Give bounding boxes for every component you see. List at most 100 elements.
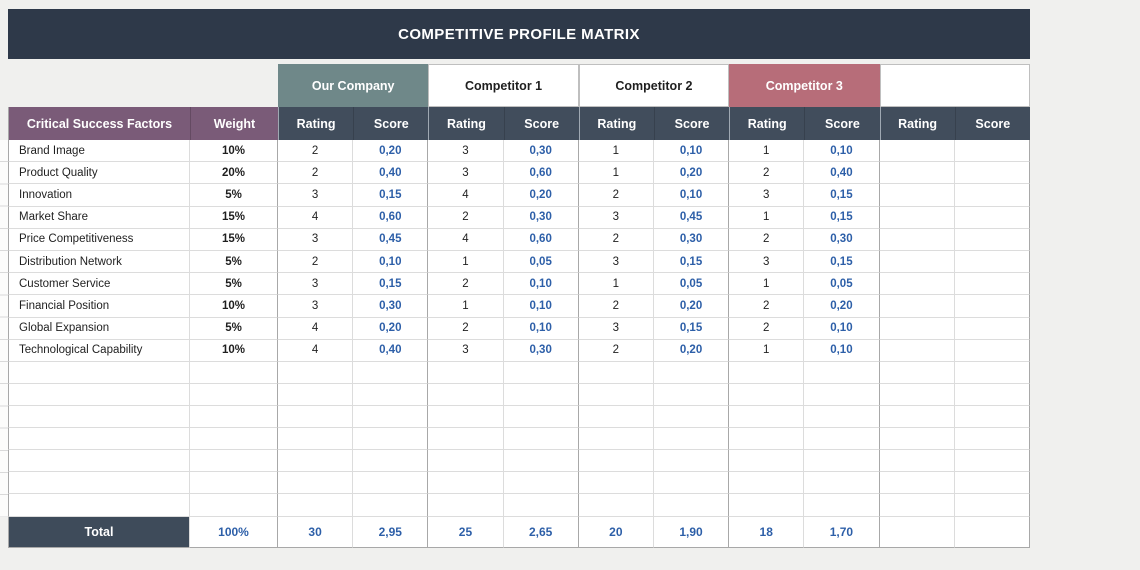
empty-cell[interactable] xyxy=(353,406,429,429)
rating-cell[interactable] xyxy=(879,228,955,251)
factor-cell[interactable]: Financial Position xyxy=(8,295,190,318)
empty-cell[interactable] xyxy=(653,494,730,517)
score-header-cell[interactable]: Score xyxy=(954,107,1030,140)
total-score-cell[interactable]: 1,90 xyxy=(653,516,730,549)
rating-cell[interactable]: 3 xyxy=(578,317,654,340)
rating-cell[interactable]: 2 xyxy=(729,317,805,340)
weight-cell[interactable]: 10% xyxy=(190,339,278,362)
score-cell[interactable]: 0,30 xyxy=(503,339,579,362)
rating-cell[interactable]: 3 xyxy=(729,250,805,274)
empty-cell[interactable] xyxy=(190,494,278,517)
group-header-competitor-3[interactable]: Competitor 3 xyxy=(729,64,880,107)
rating-cell[interactable] xyxy=(879,317,955,340)
weight-cell[interactable]: 5% xyxy=(190,184,278,207)
empty-cell[interactable] xyxy=(653,450,730,473)
empty-cell[interactable] xyxy=(879,428,955,451)
rating-cell[interactable]: 3 xyxy=(578,206,654,229)
score-cell[interactable]: 0,10 xyxy=(653,184,730,207)
empty-cell[interactable] xyxy=(578,472,654,495)
empty-cell[interactable] xyxy=(954,361,1030,384)
rating-header-cell[interactable]: Rating xyxy=(729,107,805,140)
weight-cell[interactable]: 5% xyxy=(190,250,278,274)
score-cell[interactable]: 0,30 xyxy=(503,140,579,163)
empty-cell[interactable] xyxy=(653,428,730,451)
rating-cell[interactable]: 2 xyxy=(428,273,504,296)
empty-cell[interactable] xyxy=(578,450,654,473)
empty-cell[interactable] xyxy=(353,361,429,384)
rating-cell[interactable]: 3 xyxy=(278,273,354,296)
empty-cell[interactable] xyxy=(729,494,805,517)
empty-cell[interactable] xyxy=(278,428,354,451)
factor-cell[interactable]: Technological Capability xyxy=(8,339,190,362)
empty-cell[interactable] xyxy=(879,494,955,517)
rating-cell[interactable]: 2 xyxy=(578,184,654,207)
total-label-cell[interactable]: Total xyxy=(8,516,190,549)
empty-cell[interactable] xyxy=(879,450,955,473)
rating-cell[interactable] xyxy=(879,184,955,207)
empty-cell[interactable] xyxy=(8,494,190,517)
score-cell[interactable] xyxy=(954,184,1030,207)
empty-cell[interactable] xyxy=(804,428,880,451)
total-rating-cell[interactable]: 18 xyxy=(729,516,805,549)
total-score-cell[interactable]: 2,95 xyxy=(353,516,429,549)
empty-cell[interactable] xyxy=(578,406,654,429)
score-cell[interactable]: 0,10 xyxy=(503,273,579,296)
rating-cell[interactable] xyxy=(879,140,955,163)
score-cell[interactable]: 0,40 xyxy=(804,162,880,185)
score-cell[interactable]: 0,45 xyxy=(353,228,429,251)
score-cell[interactable]: 0,20 xyxy=(653,295,730,318)
empty-cell[interactable] xyxy=(729,361,805,384)
empty-cell[interactable] xyxy=(578,494,654,517)
empty-cell[interactable] xyxy=(503,494,579,517)
factor-cell[interactable]: Global Expansion xyxy=(8,317,190,340)
empty-cell[interactable] xyxy=(954,406,1030,429)
empty-cell[interactable] xyxy=(278,450,354,473)
factor-cell[interactable]: Price Competitiveness xyxy=(8,228,190,251)
score-cell[interactable] xyxy=(954,140,1030,163)
score-cell[interactable]: 0,20 xyxy=(353,317,429,340)
score-cell[interactable]: 0,20 xyxy=(503,184,579,207)
group-header-competitor-1[interactable]: Competitor 1 xyxy=(428,64,579,107)
rating-cell[interactable]: 1 xyxy=(729,273,805,296)
empty-cell[interactable] xyxy=(653,406,730,429)
rating-cell[interactable]: 2 xyxy=(729,162,805,185)
empty-cell[interactable] xyxy=(729,472,805,495)
score-cell[interactable]: 0,15 xyxy=(653,317,730,340)
rating-cell[interactable] xyxy=(879,273,955,296)
score-cell[interactable] xyxy=(954,295,1030,318)
score-cell[interactable] xyxy=(954,317,1030,340)
score-cell[interactable]: 0,10 xyxy=(804,339,880,362)
empty-cell[interactable] xyxy=(954,450,1030,473)
empty-cell[interactable] xyxy=(278,361,354,384)
empty-cell[interactable] xyxy=(503,406,579,429)
empty-cell[interactable] xyxy=(8,428,190,451)
empty-cell[interactable] xyxy=(578,428,654,451)
weight-cell[interactable]: 20% xyxy=(190,162,278,185)
score-cell[interactable]: 0,05 xyxy=(503,250,579,274)
score-cell[interactable]: 0,10 xyxy=(804,317,880,340)
total-rating-cell[interactable] xyxy=(879,516,955,549)
score-cell[interactable]: 0,60 xyxy=(503,162,579,185)
weight-cell[interactable]: 15% xyxy=(190,206,278,229)
empty-cell[interactable] xyxy=(804,361,880,384)
score-header-cell[interactable]: Score xyxy=(353,107,429,140)
empty-cell[interactable] xyxy=(804,406,880,429)
empty-cell[interactable] xyxy=(353,494,429,517)
rating-cell[interactable]: 3 xyxy=(278,295,354,318)
empty-cell[interactable] xyxy=(954,472,1030,495)
rating-header-cell[interactable]: Rating xyxy=(428,107,504,140)
score-cell[interactable]: 0,15 xyxy=(653,250,730,274)
weight-cell[interactable]: 10% xyxy=(190,295,278,318)
rating-cell[interactable]: 1 xyxy=(578,162,654,185)
score-cell[interactable] xyxy=(954,206,1030,229)
empty-cell[interactable] xyxy=(503,450,579,473)
empty-cell[interactable] xyxy=(278,383,354,407)
empty-cell[interactable] xyxy=(729,450,805,473)
factor-cell[interactable]: Distribution Network xyxy=(8,250,190,274)
empty-cell[interactable] xyxy=(954,494,1030,517)
empty-cell[interactable] xyxy=(503,428,579,451)
factors-header-cell[interactable]: Critical Success Factors xyxy=(8,107,190,140)
empty-cell[interactable] xyxy=(8,406,190,429)
rating-header-cell[interactable]: Rating xyxy=(879,107,955,140)
empty-cell[interactable] xyxy=(428,472,504,495)
